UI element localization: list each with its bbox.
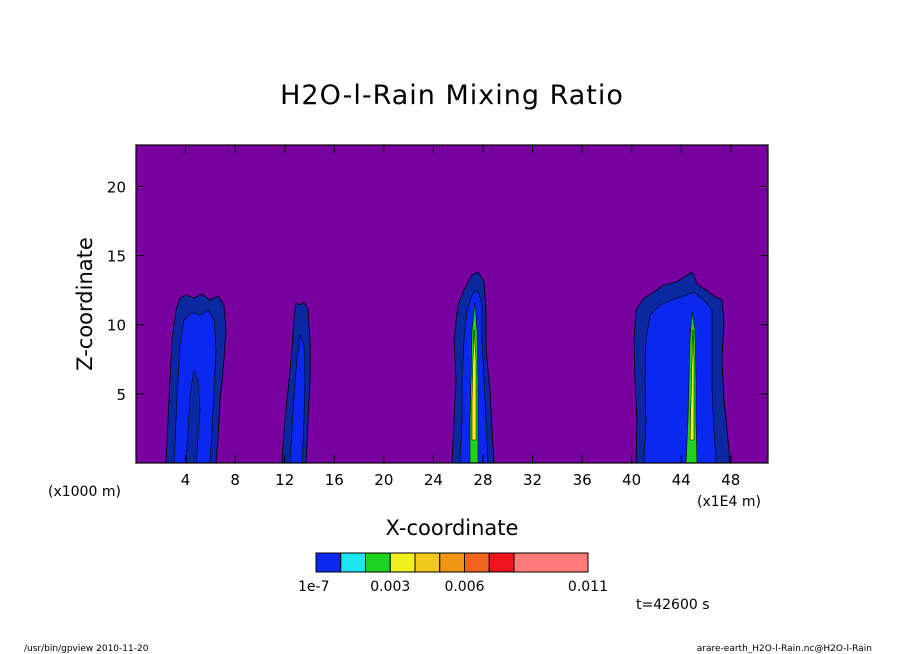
colorbar-label: 0.006 — [444, 579, 484, 595]
x-tick-label: 28 — [473, 471, 492, 489]
y-axis-label: Z-coordinate — [73, 237, 97, 371]
x-tick-label: 40 — [622, 471, 641, 489]
colorbar-swatch — [340, 552, 366, 573]
colorbar-swatch — [439, 552, 465, 573]
storm-cell-4 — [633, 271, 731, 463]
colorbar-label: 1e-7 — [298, 579, 329, 595]
colorbar-swatch — [365, 552, 391, 573]
colorbar-label: 0.011 — [568, 579, 608, 595]
colorbar — [315, 552, 589, 573]
time-label: t=42600 s — [636, 597, 710, 613]
colorbar-swatch — [315, 552, 342, 573]
storm-cell-3 — [451, 271, 495, 463]
footer-left: /usr/bin/gpview 2010-11-20 — [24, 644, 149, 654]
x-tick-label: 48 — [721, 471, 740, 489]
footer-right: arare-earth_H2O-l-Rain.nc@H2O-l-Rain — [697, 644, 872, 654]
x-tick-label: 36 — [573, 471, 592, 489]
colorbar-swatch — [513, 552, 589, 573]
y-axis: 5 10 15 20 — [107, 178, 768, 404]
x-tick-label: 32 — [523, 471, 542, 489]
colorbar-swatch — [414, 552, 441, 573]
storm-cell-1 — [165, 293, 227, 463]
x-tick-label: 12 — [275, 471, 294, 489]
x-unit-label: (x1000 m) — [48, 484, 121, 500]
chart-title: H2O-l-Rain Mixing Ratio — [280, 80, 624, 111]
x-tick-label: 8 — [230, 471, 240, 489]
colorbar-swatch — [488, 552, 515, 573]
y-tick-label: 10 — [107, 317, 126, 335]
x-axis: 4 8 12 16 20 24 28 32 36 40 44 48 — [181, 145, 740, 489]
x-tick-label: 20 — [374, 471, 393, 489]
x-tick-label: 16 — [325, 471, 344, 489]
plot-frame — [135, 144, 769, 464]
y-tick-label: 15 — [107, 248, 126, 266]
y-tick-label: 20 — [107, 178, 126, 196]
contour-layer — [165, 271, 731, 463]
x-tick-label: 44 — [672, 471, 691, 489]
colorbar-labels: 1e-7 0.003 0.006 0.011 — [298, 579, 608, 595]
colorbar-swatch — [464, 552, 490, 573]
x-tick-label: 24 — [424, 471, 443, 489]
x-unit2-label: (x1E4 m) — [697, 494, 761, 510]
x-tick-label: 4 — [181, 471, 191, 489]
colorbar-swatch — [389, 552, 416, 573]
colorbar-label: 0.003 — [370, 579, 410, 595]
y-tick-label: 5 — [116, 386, 126, 404]
storm-cell-2 — [281, 301, 311, 463]
x-axis-label: X-coordinate — [386, 516, 519, 540]
